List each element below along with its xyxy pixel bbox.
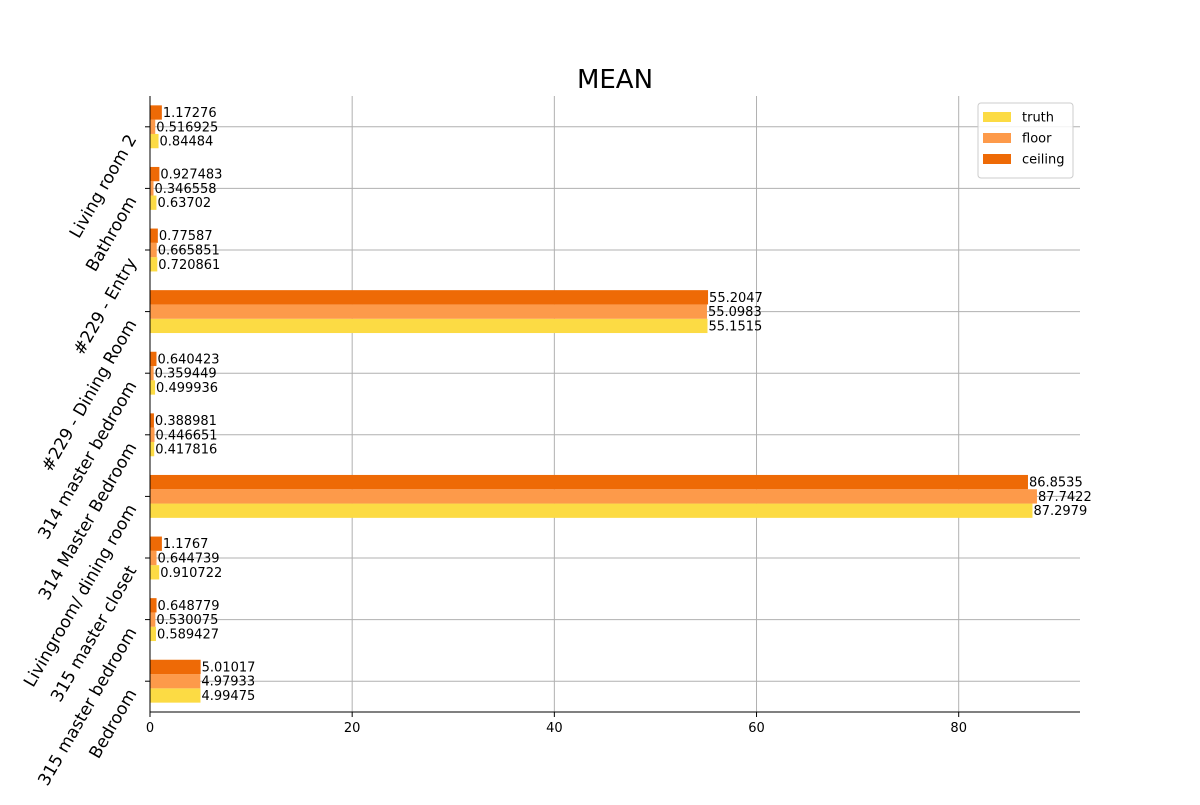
bar-truth xyxy=(150,688,201,703)
bar-floor xyxy=(150,119,156,134)
data-label-ceiling: 0.648779 xyxy=(158,599,220,614)
bar-truth xyxy=(150,318,708,334)
data-label-ceiling: 86.8535 xyxy=(1029,476,1083,491)
bar-floor xyxy=(150,674,201,689)
bar-ceiling xyxy=(150,659,201,675)
data-label-truth: 0.499936 xyxy=(156,381,218,396)
data-label-truth: 4.99475 xyxy=(201,689,255,704)
data-label-floor: 55.0983 xyxy=(708,305,762,320)
data-label-floor: 0.346558 xyxy=(155,182,217,197)
bar-floor xyxy=(150,550,157,566)
bar-floor xyxy=(150,181,154,196)
legend-label-truth: truth xyxy=(1022,111,1054,126)
data-label-truth: 87.2979 xyxy=(1033,504,1087,519)
x-tick-label: 20 xyxy=(344,721,361,736)
data-label-ceiling: 55.2047 xyxy=(709,291,763,306)
data-label-truth: 0.417816 xyxy=(155,443,217,458)
legend-label-floor: floor xyxy=(1022,132,1052,147)
data-label-layer: 0.844840.5169251.172760.637020.3465580.9… xyxy=(155,106,1092,704)
bar-ceiling xyxy=(150,228,158,243)
data-label-truth: 0.84484 xyxy=(160,135,214,150)
x-tick-label: 40 xyxy=(546,721,563,736)
bar-floor xyxy=(150,304,707,319)
legend-swatch-truth xyxy=(983,112,1011,122)
bar-floor xyxy=(150,612,156,627)
bar-truth xyxy=(150,195,157,210)
data-label-ceiling: 0.640423 xyxy=(157,352,219,367)
chart-title: MEAN xyxy=(577,65,653,95)
bar-ceiling xyxy=(150,536,162,551)
bar-floor xyxy=(150,366,154,381)
x-tick-label: 80 xyxy=(950,721,967,736)
x-tick-label: 60 xyxy=(748,721,765,736)
bar-truth xyxy=(150,133,159,149)
bar-truth xyxy=(150,626,156,642)
data-label-ceiling: 0.388981 xyxy=(155,414,217,429)
bar-floor xyxy=(150,242,157,258)
data-label-floor: 0.359449 xyxy=(155,367,217,382)
data-label-ceiling: 5.01017 xyxy=(202,660,256,675)
bar-ceiling xyxy=(150,166,160,182)
data-label-truth: 0.910722 xyxy=(160,566,222,581)
data-label-ceiling: 0.77587 xyxy=(159,229,213,244)
legend: truth floor ceiling xyxy=(977,102,1074,179)
bar-truth xyxy=(150,565,160,580)
bar-ceiling xyxy=(150,351,157,367)
data-label-floor: 0.446651 xyxy=(156,428,218,443)
bar-ceiling xyxy=(150,598,157,613)
y-tick-label: Living room 2 xyxy=(66,131,141,242)
bar-truth xyxy=(150,257,158,272)
data-label-floor: 0.665851 xyxy=(158,244,220,259)
bar-truth xyxy=(150,503,1033,518)
data-label-ceiling: 1.1767 xyxy=(163,537,209,552)
data-label-ceiling: 0.927483 xyxy=(160,168,222,183)
bar-truth xyxy=(150,441,155,457)
data-label-floor: 0.516925 xyxy=(156,120,218,135)
data-label-truth: 0.589427 xyxy=(157,627,219,642)
bar-layer xyxy=(150,105,1037,703)
data-label-floor: 0.644739 xyxy=(158,552,220,567)
data-label-truth: 0.63702 xyxy=(157,196,211,211)
bar-ceiling xyxy=(150,413,154,428)
bar-ceiling xyxy=(150,105,162,120)
bar-floor xyxy=(150,427,155,442)
legend-swatch-floor xyxy=(983,133,1011,143)
data-label-floor: 0.530075 xyxy=(156,613,218,628)
bar-truth xyxy=(150,380,156,395)
data-label-floor: 4.97933 xyxy=(201,675,255,690)
bar-floor xyxy=(150,489,1037,504)
data-label-ceiling: 1.17276 xyxy=(163,106,217,121)
grid-layer xyxy=(149,96,1080,712)
bar-ceiling xyxy=(150,290,709,305)
x-tick-label: 0 xyxy=(146,721,154,736)
data-label-floor: 87.7422 xyxy=(1038,490,1092,505)
legend-swatch-ceiling xyxy=(983,154,1011,164)
data-label-truth: 0.720861 xyxy=(158,258,220,273)
bar-ceiling xyxy=(150,474,1028,490)
data-label-truth: 55.1515 xyxy=(709,319,763,334)
legend-label-ceiling: ceiling xyxy=(1022,153,1064,168)
